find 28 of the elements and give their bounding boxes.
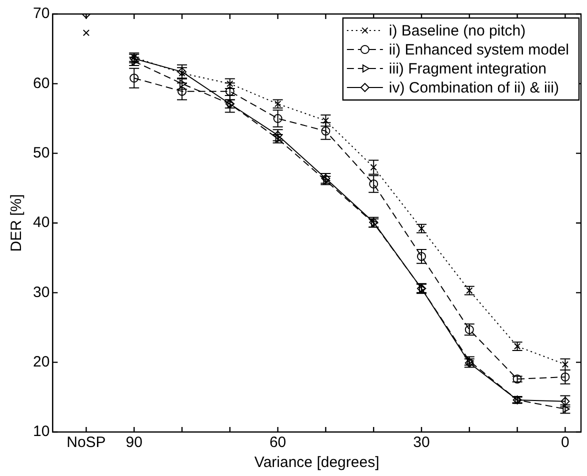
point [369, 179, 378, 188]
x-tick-label: 0 [561, 434, 570, 452]
point [176, 64, 188, 80]
point [512, 342, 523, 351]
point [464, 286, 475, 296]
x-tick-label: 30 [413, 434, 430, 452]
y-tick-label: 10 [32, 423, 50, 440]
x-axis-title: Variance [degrees] [254, 454, 380, 472]
y-tick-label: 70 [32, 5, 50, 22]
x-tick-label: 90 [126, 434, 142, 452]
y-tick-label: 40 [32, 214, 50, 232]
legend-label: ii) Enhanced system model [388, 42, 570, 59]
legend-label: iii) Fragment integration [388, 60, 546, 78]
y-tick-label: 50 [32, 144, 50, 162]
y-axis-title: DER [%] [8, 194, 26, 252]
point [82, 29, 90, 36]
y-tick-label: 60 [32, 74, 50, 92]
point [130, 74, 139, 83]
y-tick-label: 20 [32, 353, 50, 370]
point [225, 86, 234, 96]
point [321, 126, 330, 136]
point [273, 114, 282, 123]
x-tick-label: NoSP [66, 434, 106, 452]
x-tick-label: 60 [269, 434, 286, 452]
point [178, 86, 187, 96]
y-tick-label: 30 [32, 284, 50, 301]
legend-label: iv) Combination of ii) & iii) [388, 80, 559, 97]
legend-label: i) Baseline (no pitch) [388, 22, 526, 40]
